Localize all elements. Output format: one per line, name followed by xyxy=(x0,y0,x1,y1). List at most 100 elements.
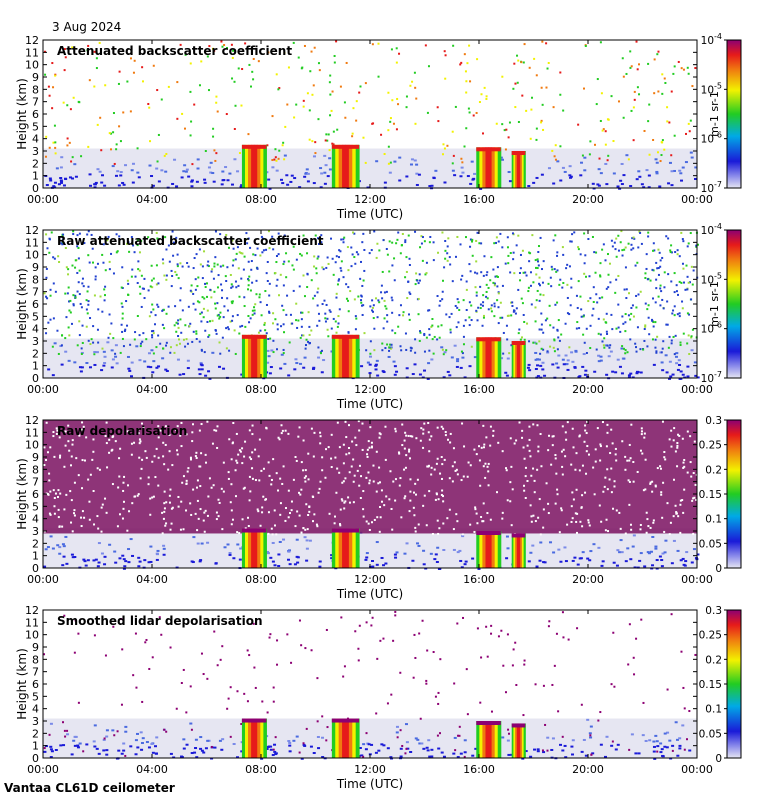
noise-pixel xyxy=(442,427,445,430)
noise-pixel xyxy=(164,236,167,239)
aerosol-pixel xyxy=(678,737,682,740)
noise-pixel xyxy=(192,488,195,491)
aerosol-pixel xyxy=(670,562,674,565)
aerosol-pixel xyxy=(533,748,537,751)
noise-pixel xyxy=(395,242,398,245)
noise-pixel xyxy=(325,739,328,742)
noise-pixel xyxy=(369,340,372,343)
colorbar-tick-label: 0.1 xyxy=(705,514,722,526)
noise-pixel xyxy=(300,325,303,328)
noise-pixel xyxy=(170,269,173,272)
noise-pixel xyxy=(407,234,410,237)
noise-pixel xyxy=(347,310,350,313)
aerosol-pixel xyxy=(620,162,624,165)
aerosol-pixel xyxy=(239,547,243,550)
noise-pixel xyxy=(267,461,270,464)
y-tick-label: 6 xyxy=(32,298,39,311)
noise-pixel xyxy=(510,301,513,304)
noise-pixel xyxy=(206,514,209,517)
noise-pixel xyxy=(112,131,115,134)
noise-pixel xyxy=(515,307,518,310)
aerosol-pixel xyxy=(618,551,622,554)
noise-pixel xyxy=(672,309,675,312)
noise-pixel xyxy=(211,268,214,271)
aerosol-pixel xyxy=(320,371,324,374)
noise-pixel xyxy=(509,271,512,274)
noise-pixel xyxy=(522,446,525,449)
noise-pixel xyxy=(266,711,269,714)
aerosol-pixel xyxy=(570,745,574,748)
aerosol-pixel xyxy=(527,363,531,366)
noise-pixel xyxy=(483,446,486,449)
noise-pixel xyxy=(178,338,181,341)
noise-pixel xyxy=(512,251,515,254)
aerosol-pixel xyxy=(620,183,624,186)
aerosol-pixel xyxy=(614,748,618,751)
noise-pixel xyxy=(286,294,289,297)
noise-pixel xyxy=(301,66,304,69)
cloud-feature-band xyxy=(523,533,526,568)
noise-pixel xyxy=(152,332,155,335)
noise-pixel xyxy=(568,346,571,349)
cloud-feature-band xyxy=(513,151,516,188)
aerosol-pixel xyxy=(186,367,190,370)
noise-pixel xyxy=(492,429,495,432)
noise-pixel xyxy=(47,321,50,324)
noise-pixel xyxy=(61,525,64,528)
noise-pixel xyxy=(391,329,394,332)
noise-pixel xyxy=(463,53,466,56)
noise-pixel xyxy=(485,625,488,628)
aerosol-pixel xyxy=(183,164,187,167)
aerosol-pixel xyxy=(398,156,402,159)
noise-pixel xyxy=(536,289,539,292)
noise-pixel xyxy=(358,91,361,94)
noise-pixel xyxy=(561,246,564,249)
noise-pixel xyxy=(493,284,496,287)
noise-pixel xyxy=(627,479,630,482)
noise-pixel xyxy=(690,298,693,301)
noise-pixel xyxy=(222,490,225,493)
noise-pixel xyxy=(577,280,580,283)
noise-pixel xyxy=(511,301,514,304)
noise-pixel xyxy=(342,675,345,678)
noise-pixel xyxy=(92,438,95,441)
aerosol-pixel xyxy=(659,742,663,745)
noise-pixel xyxy=(150,279,153,282)
noise-pixel xyxy=(537,260,540,263)
noise-pixel xyxy=(398,52,401,55)
noise-pixel xyxy=(554,454,557,457)
noise-pixel xyxy=(677,293,680,296)
noise-pixel xyxy=(397,325,400,328)
noise-pixel xyxy=(457,734,460,737)
noise-pixel xyxy=(535,273,538,276)
noise-pixel xyxy=(607,530,610,533)
aerosol-pixel xyxy=(645,169,649,172)
aerosol-pixel xyxy=(100,181,104,184)
noise-pixel xyxy=(610,683,613,686)
aerosol-pixel xyxy=(659,751,663,754)
noise-pixel xyxy=(441,279,444,282)
noise-pixel xyxy=(55,432,58,435)
noise-pixel xyxy=(77,632,80,635)
aerosol-pixel xyxy=(49,179,53,182)
noise-pixel xyxy=(425,272,428,275)
aerosol-pixel xyxy=(556,160,560,163)
noise-pixel xyxy=(180,445,183,448)
noise-pixel xyxy=(351,253,354,256)
aerosol-pixel xyxy=(571,559,575,562)
noise-pixel xyxy=(274,272,277,275)
noise-pixel xyxy=(378,530,381,533)
aerosol-pixel xyxy=(424,567,428,570)
noise-pixel xyxy=(448,477,451,480)
aerosol-pixel xyxy=(223,546,227,549)
noise-pixel xyxy=(497,292,500,295)
noise-pixel xyxy=(518,271,521,274)
noise-pixel xyxy=(522,313,525,316)
aerosol-pixel xyxy=(122,749,126,752)
noise-pixel xyxy=(275,255,278,258)
noise-pixel xyxy=(153,455,156,458)
aerosol-pixel xyxy=(690,156,694,159)
noise-pixel xyxy=(301,334,304,337)
noise-pixel xyxy=(139,345,142,348)
aerosol-pixel xyxy=(194,747,198,750)
